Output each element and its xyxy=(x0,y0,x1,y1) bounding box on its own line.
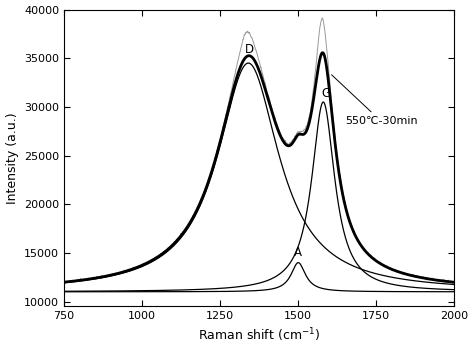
Y-axis label: Intensity (a.u.): Intensity (a.u.) xyxy=(6,112,18,204)
Text: 550℃-30min: 550℃-30min xyxy=(331,75,418,126)
X-axis label: Raman shift (cm$^{-1}$): Raman shift (cm$^{-1}$) xyxy=(198,327,320,344)
Text: D: D xyxy=(246,43,255,56)
Text: G: G xyxy=(321,87,330,100)
Text: A: A xyxy=(294,246,302,259)
